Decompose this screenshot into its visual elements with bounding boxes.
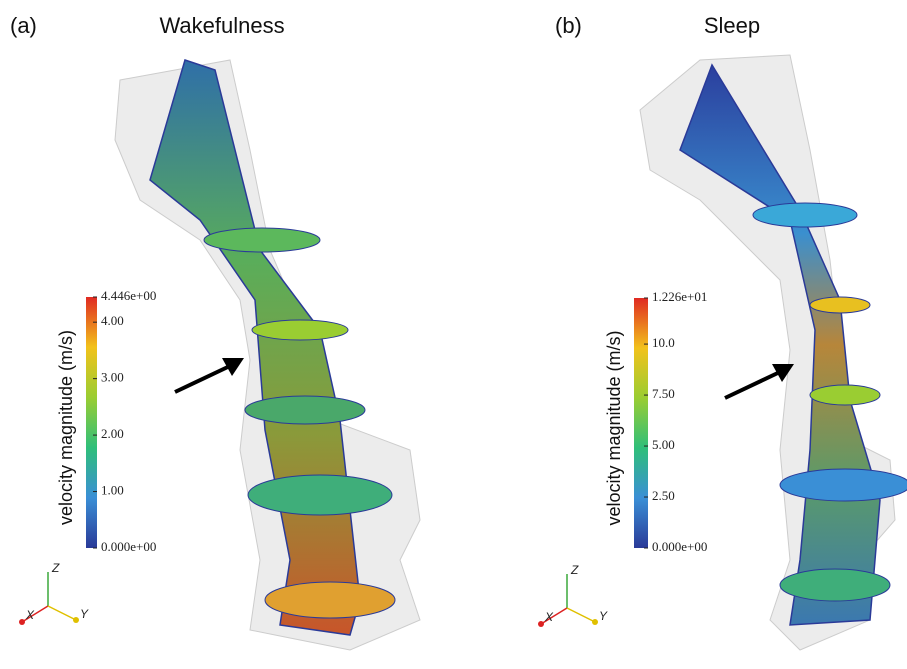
- panel-title: Wakefulness: [159, 13, 284, 38]
- colorbar-tick-label: 4.446e+00: [101, 288, 156, 303]
- axis-x-head: [538, 621, 544, 627]
- airway-b: [640, 55, 907, 650]
- axis-y: [48, 606, 76, 620]
- colorbar-tick-label: 10.0: [652, 335, 675, 350]
- axis-z-label: Z: [570, 563, 579, 577]
- axis-x-label: X: [25, 608, 35, 622]
- airway-a: [115, 60, 420, 650]
- colorbar-tick-label: 1.226e+01: [652, 289, 707, 304]
- colorbar-tick-label: 3.00: [101, 370, 124, 385]
- colorbar-tick-label: 0.000e+00: [652, 539, 707, 554]
- panel-title: Sleep: [704, 13, 760, 38]
- axis-x-label: X: [544, 610, 554, 624]
- colorbar-tick-label: 5.00: [652, 437, 675, 452]
- colorbar-title: velocity magnitude (m/s): [56, 330, 76, 525]
- axis-y: [567, 608, 595, 622]
- colorbar: [634, 298, 648, 548]
- axis-y-head: [592, 619, 598, 625]
- figure: (a) Wakefulness 0.000e+00 1.00 2.00 3.00 4.00 4…: [0, 0, 907, 669]
- colorbar-tick-label: 7.50: [652, 386, 675, 401]
- axis-y-head: [73, 617, 79, 623]
- colorbar-tick-label: 2.50: [652, 488, 675, 503]
- colorbar-tick-label: 1.00: [101, 483, 124, 498]
- axis-y-label: Y: [599, 609, 608, 623]
- panel-label: (b): [555, 13, 582, 38]
- axis-y-label: Y: [80, 607, 89, 621]
- colorbar-tick-label: 0.000e+00: [101, 539, 156, 554]
- axis-x-head: [19, 619, 25, 625]
- colorbar-tick-label: 2.00: [101, 426, 124, 441]
- colorbar: [86, 297, 97, 548]
- panel-label: (a): [10, 13, 37, 38]
- axis-z-label: Z: [51, 561, 60, 575]
- colorbar-tick-label: 4.00: [101, 313, 124, 328]
- colorbar-title: velocity magnitude (m/s): [604, 330, 624, 525]
